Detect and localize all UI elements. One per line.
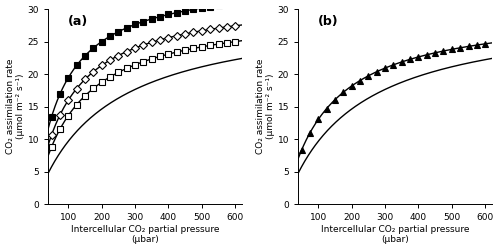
Y-axis label: CO₂ assimilation rate
(μmol m⁻² s⁻¹): CO₂ assimilation rate (μmol m⁻² s⁻¹): [256, 59, 275, 154]
Text: (a): (a): [68, 15, 88, 28]
X-axis label: Intercellular CO₂ partial pressure
(μbar): Intercellular CO₂ partial pressure (μbar…: [71, 225, 220, 244]
Text: (b): (b): [318, 15, 338, 28]
X-axis label: Intercellular CO₂ partial pressure
(μbar): Intercellular CO₂ partial pressure (μbar…: [321, 225, 470, 244]
Y-axis label: CO₂ assimilation rate
(μmol m⁻² s⁻¹): CO₂ assimilation rate (μmol m⁻² s⁻¹): [6, 59, 25, 154]
